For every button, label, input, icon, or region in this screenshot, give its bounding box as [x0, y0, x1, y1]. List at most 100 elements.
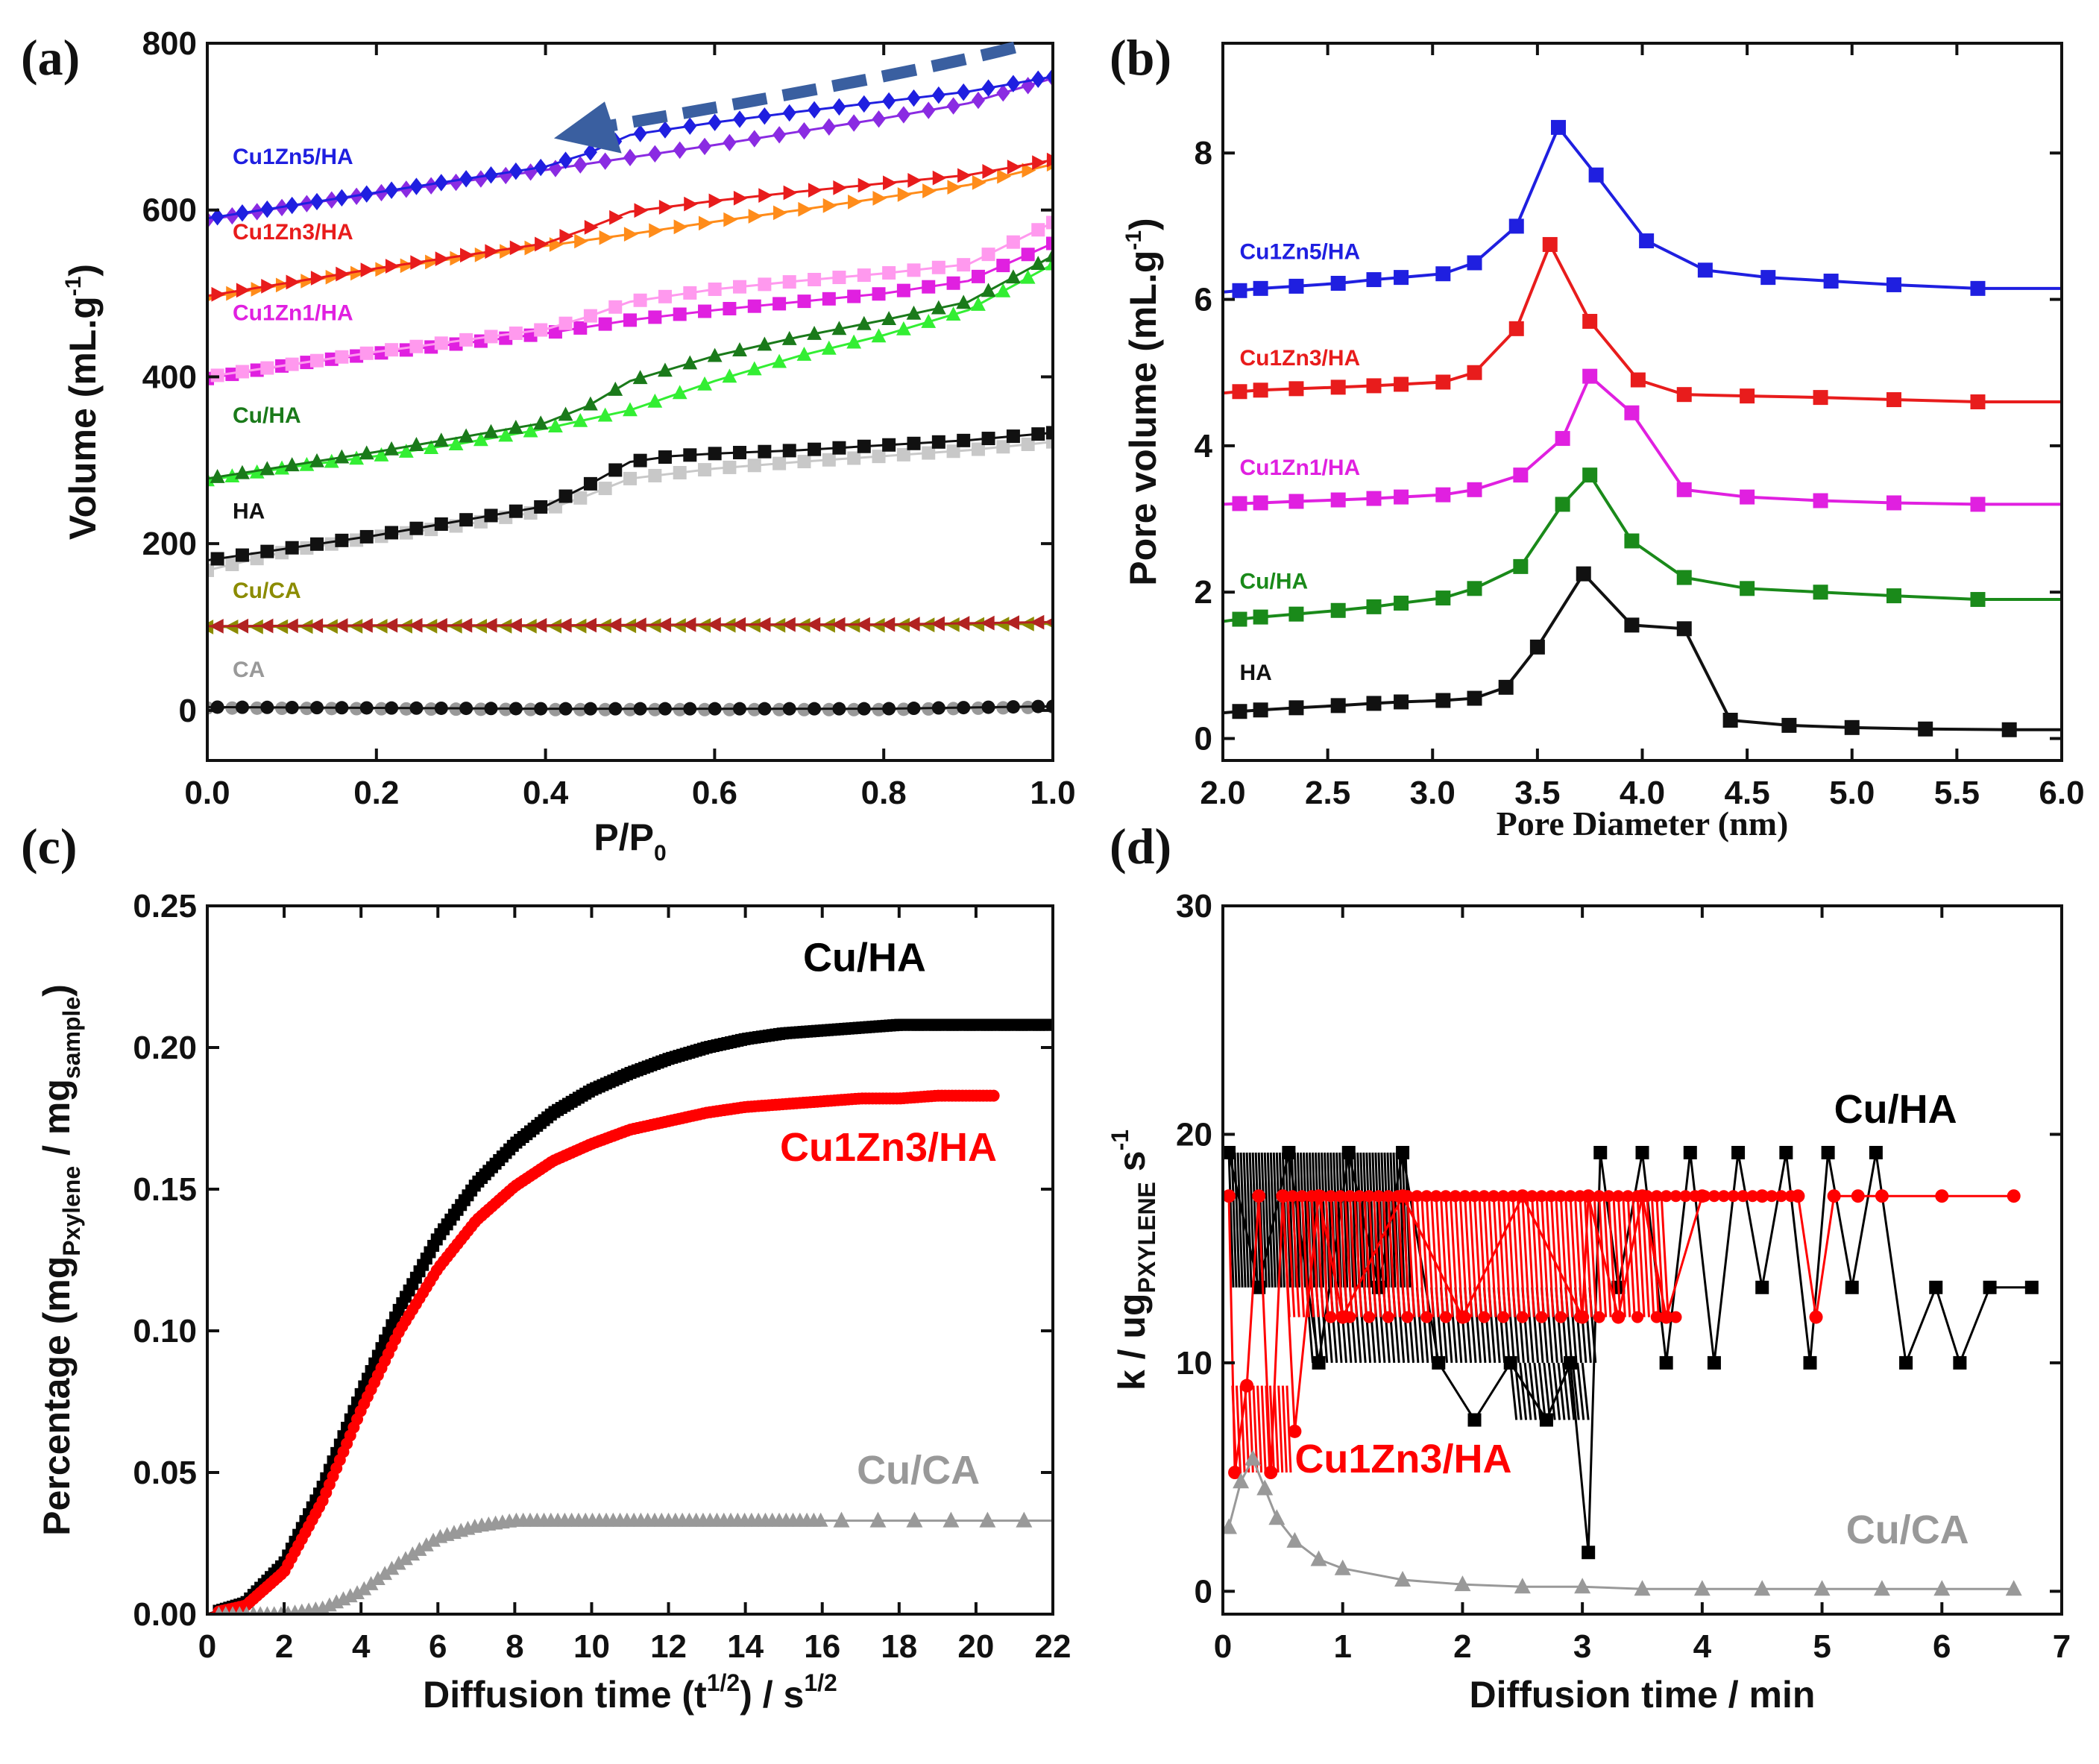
data-point	[1363, 1190, 1376, 1203]
data-point	[857, 439, 871, 453]
data-point	[235, 204, 249, 222]
data-point	[1640, 1190, 1653, 1203]
data-point	[723, 133, 737, 152]
y-tick-label: 0.05	[133, 1455, 197, 1491]
data-point	[1886, 588, 1901, 604]
x-axis-title: P/P0	[594, 816, 666, 866]
data-point	[558, 316, 573, 330]
data-point	[598, 152, 612, 170]
data-point	[310, 537, 324, 551]
y-tick-label: 20	[1176, 1116, 1212, 1153]
data-point	[1478, 1190, 1491, 1203]
data-point	[673, 141, 687, 160]
data-point	[1228, 1466, 1242, 1479]
data-point	[434, 336, 448, 350]
data-point	[426, 1532, 441, 1547]
data-point	[557, 617, 572, 633]
data-point	[558, 151, 573, 169]
x-tick-label: 22	[1035, 1628, 1071, 1665]
data-point	[981, 79, 995, 97]
data-point	[1740, 489, 1755, 505]
data-point	[508, 617, 522, 633]
data-point	[207, 211, 214, 229]
data-point	[922, 183, 937, 198]
data-point	[772, 126, 787, 144]
data-point	[733, 280, 747, 294]
label-part: Volume (mL.g	[62, 296, 104, 540]
data-point	[1394, 595, 1409, 611]
data-point	[1467, 255, 1482, 271]
data-point	[1497, 1311, 1510, 1323]
data-point	[1253, 702, 1268, 718]
x-axis-title: Diffusion time (t1/2) / s1/2	[423, 1669, 837, 1716]
data-point	[1330, 698, 1346, 714]
data-point	[260, 361, 274, 375]
data-point	[1046, 152, 1053, 168]
data-point	[822, 453, 836, 467]
data-point	[1394, 489, 1409, 505]
data-point	[548, 418, 563, 433]
arrow-shaft	[603, 41, 1016, 133]
data-point	[1634, 1580, 1651, 1596]
y-tick-label: 10	[1176, 1345, 1212, 1382]
data-point	[697, 376, 712, 391]
data-point	[808, 183, 822, 198]
data-point	[1382, 1311, 1394, 1323]
data-point	[1886, 392, 1901, 408]
data-point	[1631, 1311, 1644, 1323]
data-point	[872, 110, 886, 128]
data-point	[1046, 68, 1053, 86]
data-point	[808, 101, 822, 119]
data-point	[883, 175, 897, 191]
y-tick-label: 4	[1195, 428, 1213, 464]
data-point	[1032, 155, 1047, 171]
data-point	[1006, 235, 1020, 249]
x-tick-label: 2	[1453, 1628, 1471, 1665]
data-point	[1006, 269, 1021, 284]
data-point	[1582, 368, 1598, 384]
data-point	[1310, 1550, 1327, 1566]
plot-data	[1223, 1145, 2039, 1596]
label-part: / mg	[36, 1079, 78, 1166]
y-tick-label: 0.10	[133, 1313, 197, 1349]
data-point	[1809, 1310, 1823, 1324]
data-point	[648, 468, 662, 482]
data-point	[832, 98, 846, 116]
data-point	[683, 117, 697, 135]
panel-label: (c)	[21, 818, 77, 875]
data-point	[1046, 236, 1053, 251]
data-point	[1277, 1190, 1289, 1203]
data-point	[931, 86, 945, 104]
series-cu1zn3-ha-desorption	[207, 152, 1053, 302]
data-point	[846, 334, 862, 349]
plot-frame	[206, 42, 1054, 762]
data-point	[1366, 491, 1382, 506]
x-ticks: 2.0 2.5 3.0 3.5 4.0 4.5 5.0 5.5 6.0	[1200, 43, 2085, 811]
data-point	[797, 455, 811, 469]
data-point	[1873, 1580, 1890, 1596]
data-point	[259, 461, 275, 476]
data-point	[300, 274, 315, 289]
data-point	[1970, 280, 1986, 296]
data-point	[484, 508, 498, 523]
data-point	[833, 180, 848, 195]
data-point	[772, 353, 787, 368]
series-label: Cu1Zn3/HA	[780, 1125, 997, 1170]
data-point	[574, 233, 589, 249]
data-point	[783, 185, 798, 201]
data-point	[907, 263, 921, 277]
data-point	[573, 156, 588, 174]
series-label: HA	[1240, 661, 1272, 685]
data-point	[1779, 1145, 1793, 1159]
data-point	[1635, 1145, 1649, 1159]
data-point	[1708, 1190, 1720, 1203]
data-point	[907, 89, 921, 107]
data-point	[1508, 321, 1524, 336]
data-point	[609, 210, 624, 225]
data-point	[732, 342, 747, 356]
data-point	[1582, 314, 1598, 330]
data-point	[1394, 694, 1409, 710]
data-point	[534, 158, 548, 177]
data-point	[259, 618, 274, 634]
y-tick-label: 0	[179, 693, 197, 729]
